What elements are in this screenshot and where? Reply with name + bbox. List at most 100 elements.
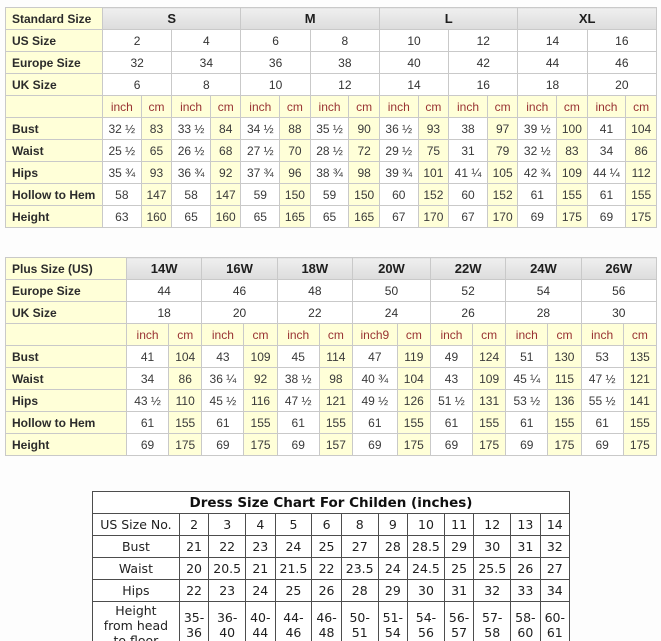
table-cell: 22	[311, 557, 342, 580]
row-label: Waist	[92, 557, 180, 580]
table-cell: 22	[276, 301, 353, 324]
table-cell: 24.5	[407, 557, 445, 580]
table-cell: 51 ½	[429, 389, 474, 412]
table-cell: 93	[417, 117, 450, 140]
table-cell: 109	[472, 367, 507, 390]
table-cell: 13	[510, 513, 541, 536]
table-cell: 155	[396, 411, 431, 434]
table-cell: 126	[396, 389, 431, 412]
size-group-header: L	[378, 7, 519, 30]
table-cell: 44	[125, 279, 203, 302]
unit-cell: cm	[168, 323, 203, 346]
table-cell: 6	[240, 29, 311, 52]
table-cell: 48	[276, 279, 353, 302]
table-cell: 61	[276, 411, 320, 434]
table-cell: 24	[351, 301, 431, 324]
row-label: US Size	[5, 29, 103, 52]
table-cell: 79	[486, 139, 519, 162]
unit-cell: cm	[625, 95, 657, 118]
table-cell: 36 ¼	[201, 367, 245, 390]
table-header-row: Standard Size S M L XL	[5, 7, 657, 30]
table-cell: 45 ½	[201, 389, 245, 412]
table-cell: 58	[171, 183, 211, 206]
table-row: UK Size 6 8 10 12 14 16 18 20	[5, 73, 658, 96]
unit-cell: inch	[125, 323, 170, 346]
size-group-header: 20W	[351, 257, 431, 280]
table-cell: 51	[505, 345, 549, 368]
children-size-table: Dress Size Chart For Childen (inches) US …	[92, 491, 571, 641]
table-cell: 27 ½	[240, 139, 281, 162]
table-cell: 49	[429, 345, 474, 368]
table-cell: 121	[318, 389, 353, 412]
row-label: Hips	[5, 161, 103, 184]
table-cell: 65	[171, 205, 211, 228]
unit-cell: inch	[586, 95, 627, 118]
table-cell: 44- 46	[274, 601, 313, 641]
unit-cell: inch	[102, 95, 142, 118]
plus-size-table: Plus Size (US) 14W 16W 18W 20W 22W 24W 26W Europ…	[5, 257, 658, 456]
table-cell: 109	[243, 345, 278, 368]
table-cell: 14	[539, 513, 571, 536]
table-cell: 23	[245, 535, 276, 558]
table-cell: 8	[171, 73, 242, 96]
unit-cell: cm	[622, 323, 658, 346]
table-cell: 41	[125, 345, 170, 368]
table-cell: 43 ½	[125, 389, 170, 412]
size-group-header: S	[101, 7, 242, 30]
table-cell: 100	[556, 117, 588, 140]
table-cell: 109	[556, 161, 588, 184]
table-cell: 31	[510, 535, 541, 558]
table-cell: 114	[318, 345, 353, 368]
table-cell: 61	[505, 411, 549, 434]
table-cell: 147	[209, 183, 242, 206]
table-cell: 32 ½	[102, 117, 142, 140]
table-row: UK Size 18 20 22 24 26 28 30	[5, 301, 658, 324]
table-cell: 49 ½	[351, 389, 398, 412]
table-cell: 29	[443, 535, 475, 558]
table-cell: 32	[539, 535, 571, 558]
row-label: Bust	[5, 117, 103, 140]
table-cell: 54	[505, 279, 582, 302]
table-cell: 2	[178, 513, 210, 536]
table-cell: 69	[517, 205, 558, 228]
table-cell: 112	[625, 161, 657, 184]
table-cell: 6	[311, 513, 342, 536]
table-cell: 124	[472, 345, 507, 368]
row-label: Height	[5, 433, 127, 456]
table-cell: 170	[417, 205, 450, 228]
table-row: Europe Size 32 34 36 38 40 42 44 46	[5, 51, 658, 74]
table-cell: 18	[517, 73, 588, 96]
table-cell: 40 ¾	[351, 367, 398, 390]
table-cell: 50	[351, 279, 431, 302]
table-cell: 24	[274, 535, 313, 558]
table-cell: 61	[586, 183, 627, 206]
table-cell: 25.5	[473, 557, 512, 580]
row-label: Waist	[5, 139, 103, 162]
table-cell: 59	[309, 183, 350, 206]
table-row: Hips 22 23 24 25 26 28 29 30 31 32 33 34	[92, 579, 571, 602]
table-cell: 69	[586, 205, 627, 228]
table-cell: 36	[240, 51, 311, 74]
table-cell: 61	[351, 411, 398, 434]
table-cell: 105	[486, 161, 519, 184]
table-cell: 65	[240, 205, 281, 228]
table-cell: 93	[140, 161, 173, 184]
table-cell: 70	[279, 139, 311, 162]
table-cell: 51- 54	[377, 601, 409, 641]
table-cell: 23.5	[340, 557, 379, 580]
table-cell: 155	[243, 411, 278, 434]
table-cell: 11	[443, 513, 475, 536]
table-cell: 130	[547, 345, 582, 368]
table-cell: 21.5	[274, 557, 313, 580]
table-cell: 92	[209, 161, 242, 184]
table-row: Bust 32 ½ 83 33 ½ 84 34 ½ 88 35 ½ 90 36 ½ 93 38 97 39…	[5, 117, 657, 140]
row-label: Bust	[5, 345, 127, 368]
table-cell: 33 ½	[171, 117, 211, 140]
table-cell: 39 ½	[517, 117, 558, 140]
table-cell: 38 ½	[276, 367, 320, 390]
row-label: Europe Size	[5, 279, 127, 302]
size-group-header: M	[240, 7, 380, 30]
table-cell: 45	[276, 345, 320, 368]
table-row: US Size 2 4 6 8 10 12 14 16	[5, 29, 658, 52]
size-group-header: 24W	[505, 257, 582, 280]
